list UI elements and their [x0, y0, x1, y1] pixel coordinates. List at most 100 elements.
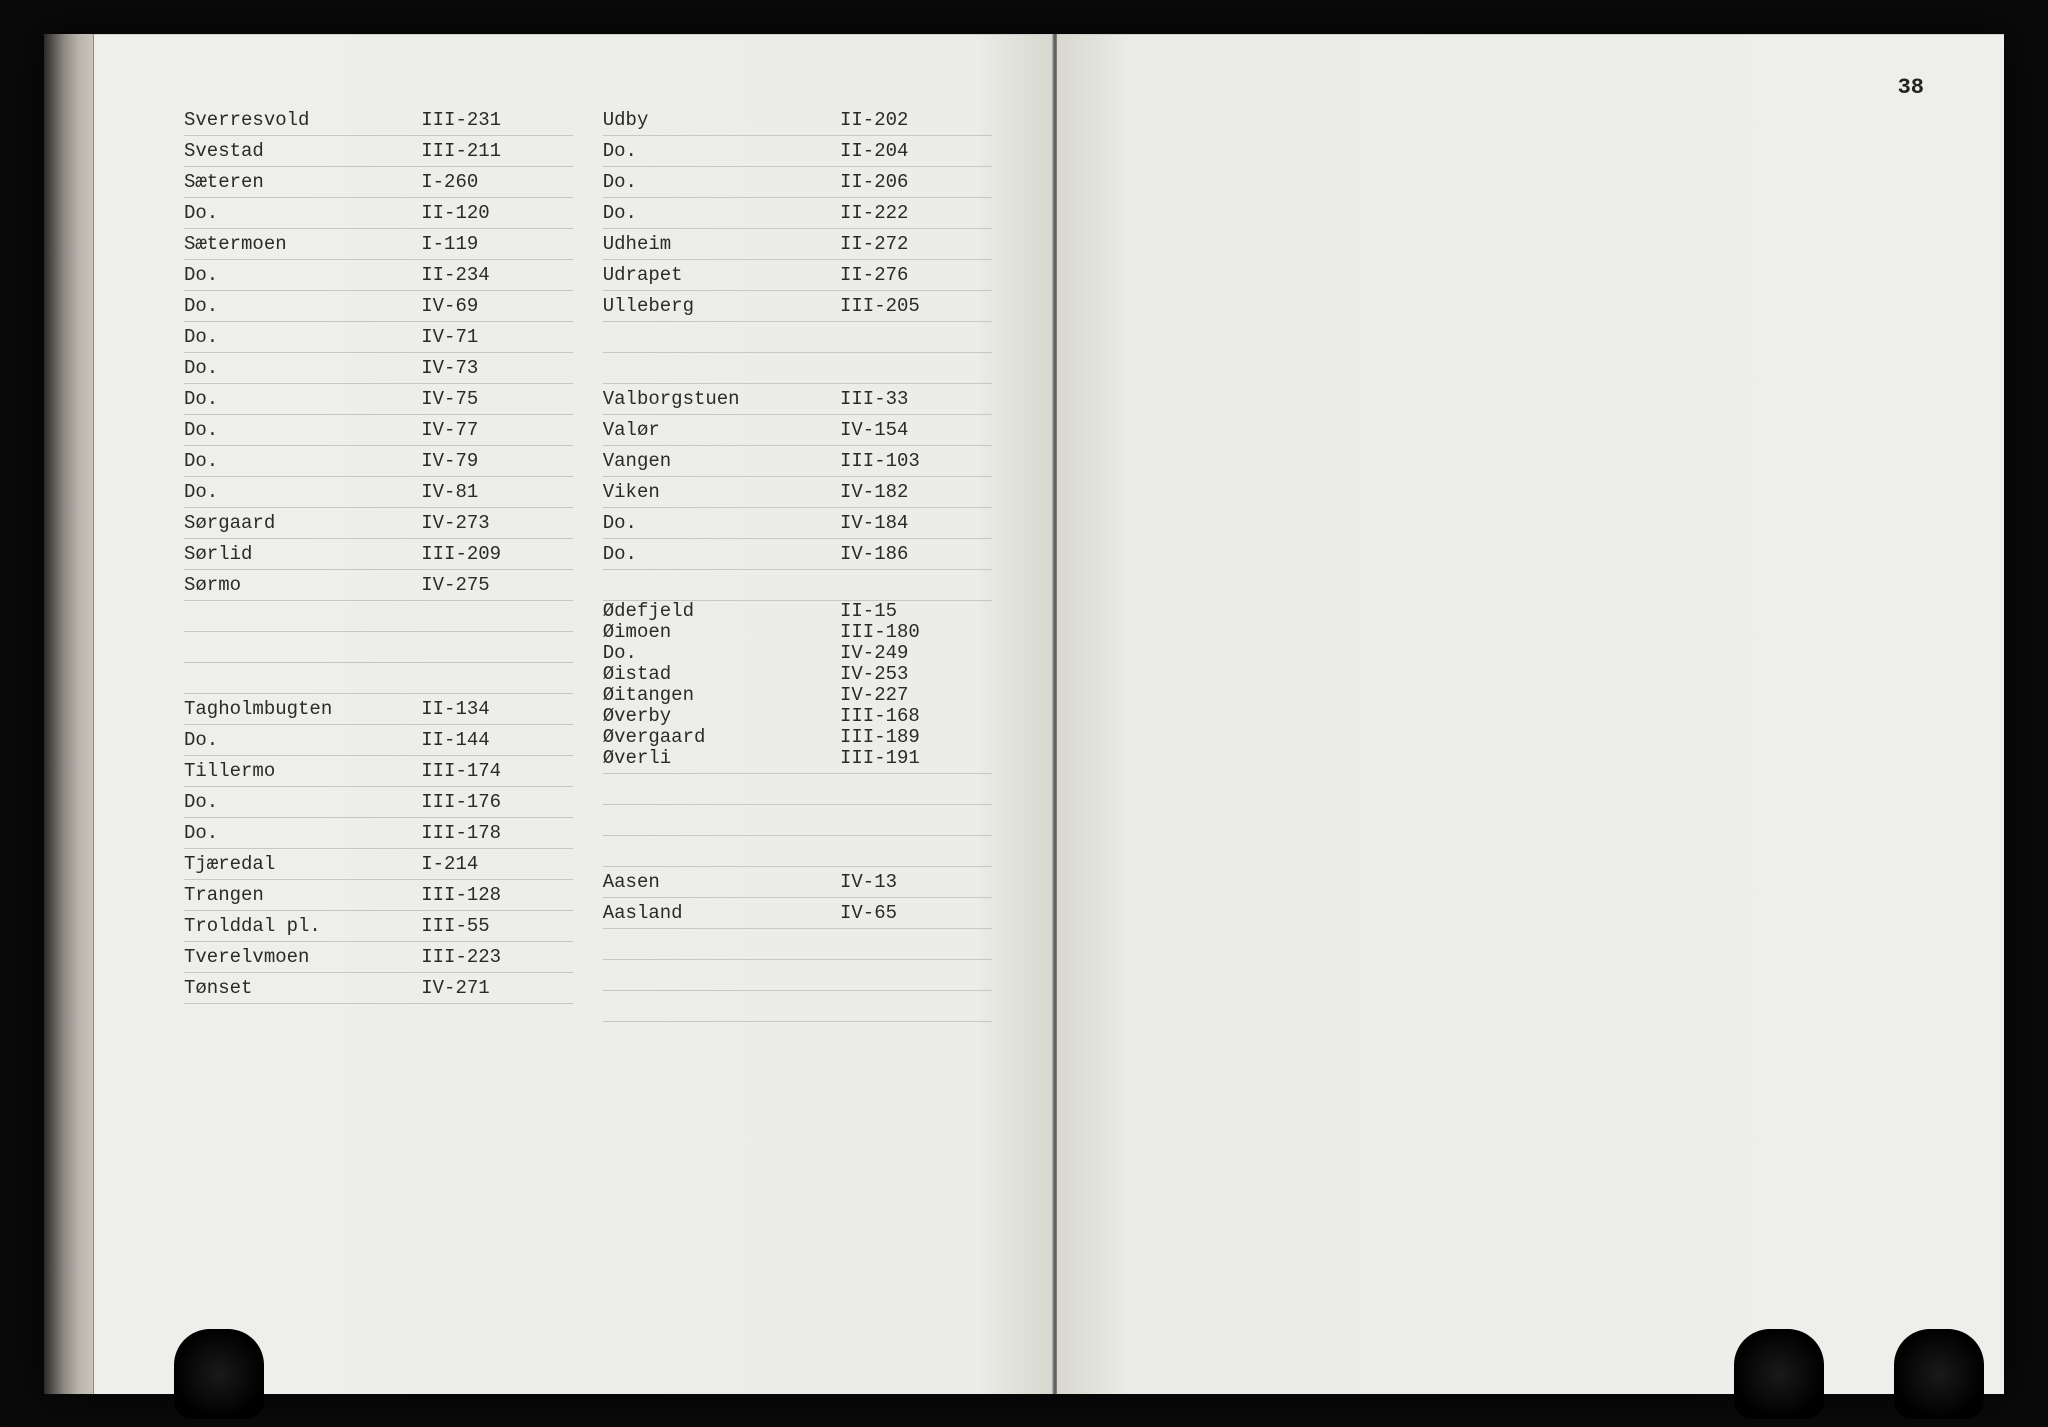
index-row [603, 570, 992, 601]
entry-name: Udheim [603, 235, 830, 254]
index-row: TillermoIII-174 [184, 756, 573, 787]
entry-ref: II-134 [411, 700, 573, 719]
index-row: UdheimII-272 [603, 229, 992, 260]
entry-name: Do. [603, 204, 830, 223]
entry-name: Do. [184, 204, 411, 223]
entry-name: Do. [184, 266, 411, 285]
index-row: AasenIV-13 [603, 867, 992, 898]
entry-name: Do. [184, 297, 411, 316]
entry-ref: III-209 [411, 545, 573, 564]
entry-name: Tønset [184, 979, 411, 998]
entry-name: Trolddal pl. [184, 917, 411, 936]
entry-name: Do. [603, 514, 830, 533]
entry-ref: IV-71 [411, 328, 573, 347]
entry-name: Do. [603, 173, 830, 192]
entry-ref: I-260 [411, 173, 573, 192]
binding-edge [44, 34, 94, 1394]
entry-ref [411, 638, 573, 657]
entry-ref: II-206 [830, 173, 992, 192]
entry-ref: III-176 [411, 793, 573, 812]
index-row: SørlidIII-209 [184, 539, 573, 570]
entry-ref: IV-273 [411, 514, 573, 533]
entry-ref [830, 997, 992, 1016]
entry-name: Do. [184, 731, 411, 750]
entry-name [184, 607, 411, 626]
index-row: Do.II-204 [603, 136, 992, 167]
binder-clip-left [174, 1329, 264, 1419]
entry-name: Aasland [603, 904, 830, 923]
right-page: 38 [1057, 34, 2005, 1394]
index-row: VikenIV-182 [603, 477, 992, 508]
index-row: Do.IV-79 [184, 446, 573, 477]
index-row: Do.IV-81 [184, 477, 573, 508]
entry-name: Tillermo [184, 762, 411, 781]
entry-ref [830, 811, 992, 830]
entry-ref: III-178 [411, 824, 573, 843]
entry-name [184, 669, 411, 688]
index-row: SørgaardIV-273 [184, 508, 573, 539]
entry-name [603, 811, 830, 830]
index-row [603, 805, 992, 836]
index-row: SørmoIV-275 [184, 570, 573, 601]
entry-name: Tverelvmoen [184, 948, 411, 967]
index-row: Do.II-234 [184, 260, 573, 291]
entry-name [603, 997, 830, 1016]
entry-name: Ødefjeld [603, 602, 830, 621]
entry-name: Øimoen [603, 623, 830, 642]
book-spread: SverresvoldIII-231SvestadIII-211SæterenI… [44, 34, 2004, 1394]
entry-ref: IV-184 [830, 514, 992, 533]
entry-ref [411, 669, 573, 688]
index-row: TrangenIII-128 [184, 880, 573, 911]
entry-name [603, 328, 830, 347]
entry-ref: II-120 [411, 204, 573, 223]
index-row: Do.III-176 [184, 787, 573, 818]
index-row: Do.IV-69 [184, 291, 573, 322]
entry-ref: IV-253 [830, 665, 992, 684]
index-row: TagholmbugtenII-134 [184, 694, 573, 725]
entry-name: Do. [603, 545, 830, 564]
entry-ref [830, 359, 992, 378]
entry-name: Do. [184, 452, 411, 471]
index-row: VangenIII-103 [603, 446, 992, 477]
entry-ref: IV-275 [411, 576, 573, 595]
index-row: Do.II-222 [603, 198, 992, 229]
index-row: UdrapetII-276 [603, 260, 992, 291]
index-row: TverelvmoenIII-223 [184, 942, 573, 973]
entry-name: Do. [184, 390, 411, 409]
entry-ref: IV-75 [411, 390, 573, 409]
entry-name: Trangen [184, 886, 411, 905]
entry-name: Tjæredal [184, 855, 411, 874]
entry-ref [830, 935, 992, 954]
index-row: ØitangenIV-227 [603, 685, 992, 706]
index-row [603, 774, 992, 805]
entry-ref [830, 328, 992, 347]
tight-block: ØdefjeldII-15ØimoenIII-180Do.IV-249Øista… [603, 601, 992, 769]
entry-name [184, 638, 411, 657]
index-row: Do.II-120 [184, 198, 573, 229]
index-row [184, 601, 573, 632]
entry-name: Aasen [603, 873, 830, 892]
entry-name: Ulleberg [603, 297, 830, 316]
index-row [184, 663, 573, 694]
entry-ref: IV-13 [830, 873, 992, 892]
index-row [603, 991, 992, 1022]
entry-ref [411, 607, 573, 626]
index-row: SverresvoldIII-231 [184, 105, 573, 136]
entry-name: Do. [603, 142, 830, 161]
entry-ref: II-15 [830, 602, 992, 621]
entry-name: Viken [603, 483, 830, 502]
entry-ref: IV-186 [830, 545, 992, 564]
index-row: Do.IV-71 [184, 322, 573, 353]
entry-ref: IV-81 [411, 483, 573, 502]
index-row: Trolddal pl.III-55 [184, 911, 573, 942]
left-page: SverresvoldIII-231SvestadIII-211SæterenI… [94, 34, 1053, 1394]
entry-ref: II-234 [411, 266, 573, 285]
index-row [603, 960, 992, 991]
entry-name: Svestad [184, 142, 411, 161]
entry-ref: III-223 [411, 948, 573, 967]
entry-name [603, 935, 830, 954]
entry-ref [830, 780, 992, 799]
entry-ref: III-174 [411, 762, 573, 781]
entry-ref: I-214 [411, 855, 573, 874]
entry-ref: IV-69 [411, 297, 573, 316]
